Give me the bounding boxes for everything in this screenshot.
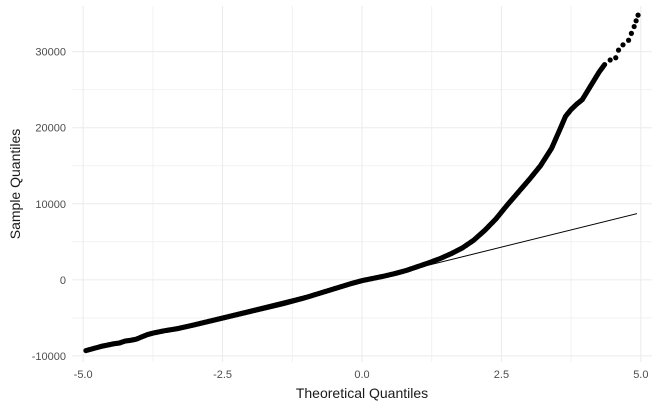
sample-points <box>83 12 641 354</box>
sample-point <box>613 55 619 61</box>
y-axis-tick-labels: -10000 0 10000 20000 30000 <box>32 47 66 363</box>
y-tick-label: -10000 <box>32 351 66 363</box>
x-tick-label: 5.0 <box>633 369 648 381</box>
x-tick-label: 0.0 <box>354 369 369 381</box>
sample-point <box>631 23 637 30</box>
x-tick-label: 2.5 <box>494 369 509 381</box>
y-tick-label: 0 <box>60 275 66 287</box>
y-tick-label: 20000 <box>35 123 66 135</box>
x-tick-label: -2.5 <box>213 369 232 381</box>
sample-point <box>601 61 608 68</box>
x-tick-label: -5.0 <box>74 369 93 381</box>
sample-point <box>635 12 641 18</box>
sample-point <box>628 30 634 36</box>
y-tick-label: 30000 <box>35 47 66 59</box>
y-tick-label: 10000 <box>35 199 66 211</box>
sample-point <box>625 37 632 43</box>
x-axis-tick-labels: -5.0 -2.5 0.0 2.5 5.0 <box>74 369 649 381</box>
x-axis-title: Theoretical Quantiles <box>296 385 428 401</box>
sample-point <box>615 47 622 53</box>
sample-point <box>620 42 626 48</box>
sample-point <box>633 18 639 24</box>
y-axis-title: Sample Quantiles <box>7 129 23 240</box>
sample-point <box>607 57 613 63</box>
grid-major <box>72 6 652 362</box>
